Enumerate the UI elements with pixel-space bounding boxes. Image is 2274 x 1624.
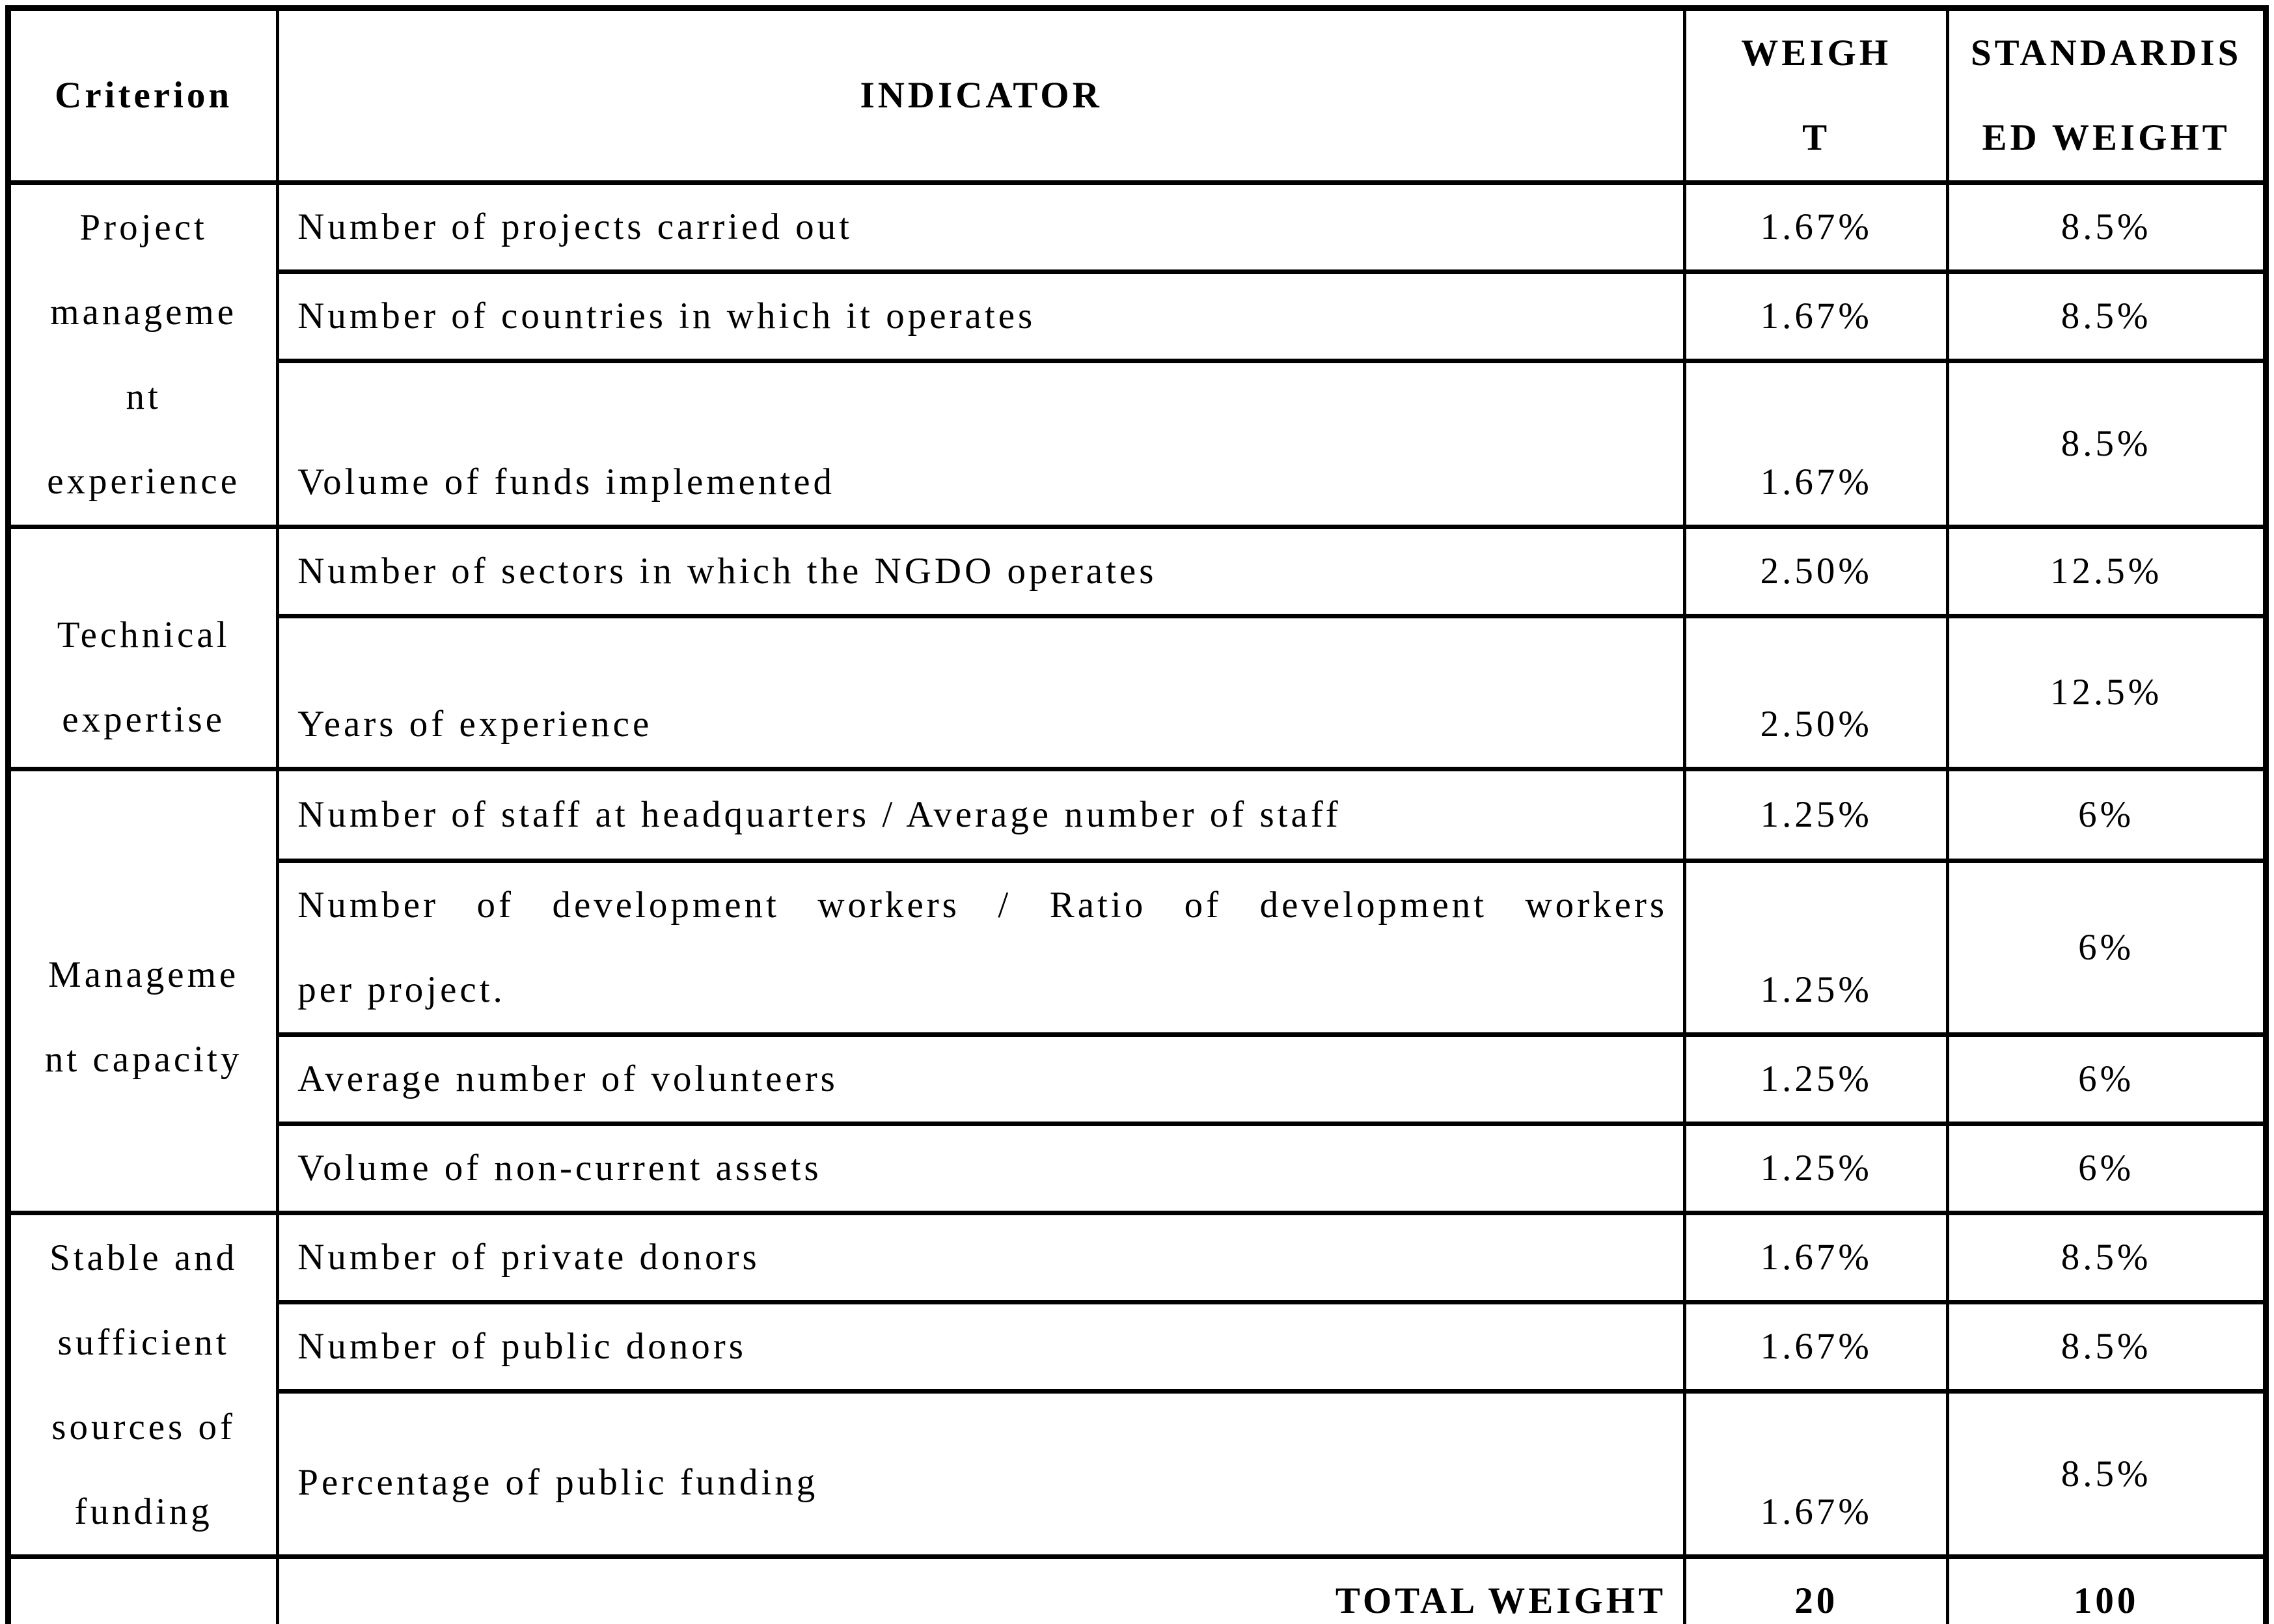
cell-weight: 2.50% <box>1683 525 1950 618</box>
cell-indicator: Number of private donors <box>276 1211 1687 1304</box>
cell-indicator: Volume of non-current assets <box>276 1122 1687 1215</box>
cell-standardised-weight: 8.5% <box>1946 180 2267 274</box>
table-row: Stable and sufficient sources of funding… <box>6 1211 2267 1559</box>
cell-indicator: Volume of funds implemented <box>276 359 1687 529</box>
cell-standardised-weight: 12.5% <box>1946 525 2267 618</box>
cell-standardised-weight: 12.5% <box>1946 614 2267 771</box>
table-row: Volume of funds implemented 1.67% 8.5% <box>8 359 2267 529</box>
cell-weight: 1.67% <box>1683 359 1950 529</box>
cell-standardised-weight: 8.5% <box>1946 1211 2267 1304</box>
cell-standardised-weight: 8.5% <box>1946 269 2267 363</box>
cell-indicator: Number of projects carried out <box>276 180 1687 274</box>
criterion-technical-expertise: Technical expertise <box>6 525 280 771</box>
table-row: Percentage of public funding 1.67% 8.5% <box>8 1389 2267 1559</box>
cell-criterion-empty <box>6 1554 280 1624</box>
total-standardised-weight-value: 100 <box>1946 1554 2267 1624</box>
cell-indicator: Years of experience <box>276 614 1687 771</box>
criterion-project-management-experience: Project manageme nt experience <box>6 180 280 529</box>
cell-standardised-weight: 8.5% <box>1946 1300 2267 1394</box>
cell-standardised-weight: 8.5% <box>1946 1389 2267 1559</box>
table-row: Project manageme nt experience Number of… <box>6 180 2267 529</box>
cell-weight: 2.50% <box>1683 614 1950 771</box>
table-row: Years of experience 2.50% 12.5% <box>8 614 2267 771</box>
cell-weight: 1.25% <box>1683 1122 1950 1215</box>
table-row: Number of public donors 1.67% 8.5% <box>8 1300 2267 1394</box>
table-row: Manageme nt capacity Number of staff at … <box>6 767 2267 1215</box>
header-standardised-weight: STANDARDIS ED WEIGHT <box>1946 6 2267 185</box>
table-row: Technical expertise Number of sectors in… <box>6 525 2267 771</box>
cell-indicator: Percentage of public funding <box>276 1389 1687 1559</box>
cell-indicator: Number of public donors <box>276 1300 1687 1394</box>
cell-standardised-weight: 6% <box>1946 1032 2267 1126</box>
cell-standardised-weight: 6% <box>1946 859 2267 1037</box>
cell-indicator: Average number of volunteers <box>276 1032 1687 1126</box>
cell-weight: 1.67% <box>1683 1211 1950 1304</box>
header-indicator: INDICATOR <box>276 6 1687 185</box>
cell-weight: 1.67% <box>1683 180 1950 274</box>
cell-weight: 1.67% <box>1683 269 1950 363</box>
total-weight-label: TOTAL WEIGHT <box>276 1554 1687 1624</box>
cell-indicator: Number of development workers / Ratio of… <box>276 859 1687 1037</box>
table-row: Number of development workers / Ratio of… <box>8 859 2267 1037</box>
cell-weight: 1.25% <box>1683 1032 1950 1126</box>
cell-weight: 1.67% <box>1683 1389 1950 1559</box>
header-weight: WEIGH T <box>1683 6 1950 185</box>
criterion-management-capacity: Manageme nt capacity <box>6 767 280 1215</box>
cell-weight: 1.67% <box>1683 1300 1950 1394</box>
table-header-row: Criterion INDICATOR WEIGH T STANDARDIS E… <box>6 6 2267 185</box>
header-criterion: Criterion <box>6 6 280 185</box>
table-row: Average number of volunteers 1.25% 6% <box>8 1032 2267 1126</box>
cell-indicator: Number of staff at headquarters / Averag… <box>276 767 1687 863</box>
table-row: Number of countries in which it operates… <box>8 269 2267 363</box>
total-row: TOTAL WEIGHT 20 100 <box>6 1554 2267 1624</box>
cell-standardised-weight: 8.5% <box>1946 359 2267 529</box>
criterion-stable-sources-of-funding: Stable and sufficient sources of funding <box>6 1211 280 1559</box>
cell-standardised-weight: 6% <box>1946 767 2267 863</box>
cell-weight: 1.25% <box>1683 767 1950 863</box>
total-weight-value: 20 <box>1683 1554 1950 1624</box>
cell-standardised-weight: 6% <box>1946 1122 2267 1215</box>
cell-indicator: Number of countries in which it operates <box>276 269 1687 363</box>
criteria-weights-table: Criterion INDICATOR WEIGH T STANDARDIS E… <box>5 5 2269 1624</box>
cell-weight: 1.25% <box>1683 859 1950 1037</box>
cell-indicator: Number of sectors in which the NGDO oper… <box>276 525 1687 618</box>
table-row: Volume of non-current assets 1.25% 6% <box>8 1122 2267 1215</box>
